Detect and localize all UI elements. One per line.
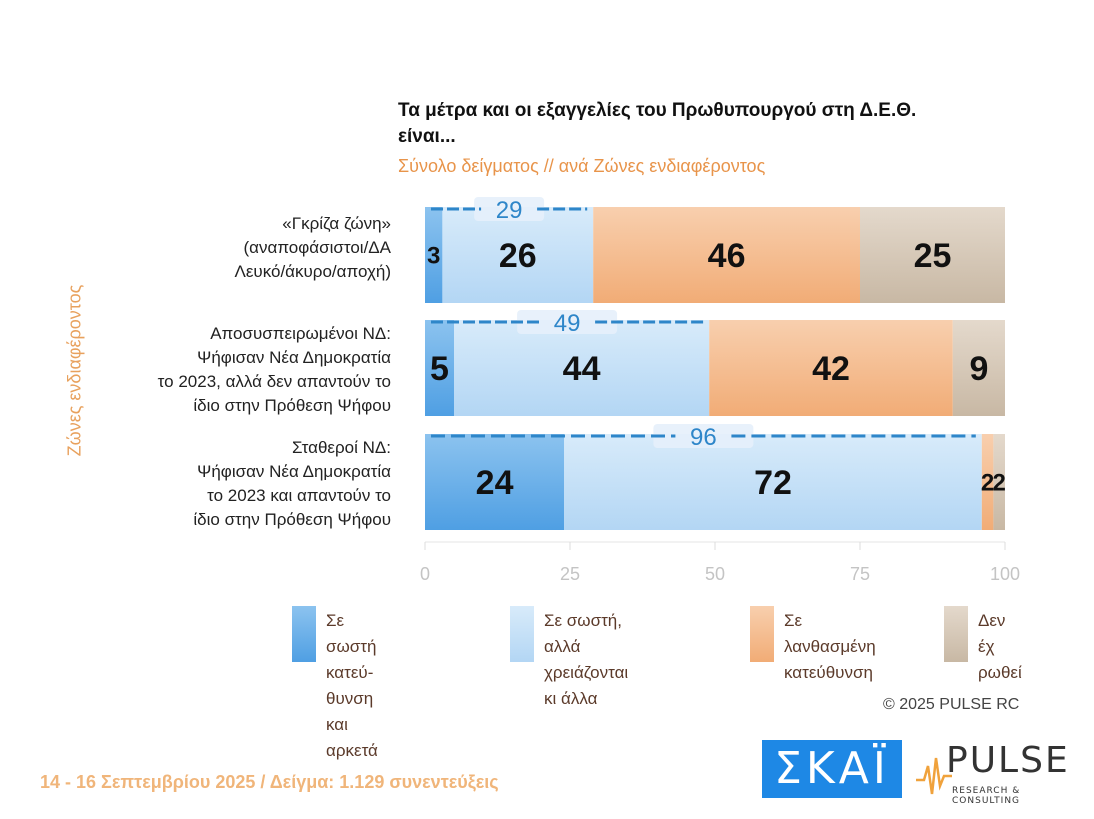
bar-value-label: 72: [754, 464, 792, 502]
category-label-stable-nd: Σταθεροί ΝΔ: Ψήφισαν Νέα Δημοκρατία το 2…: [193, 436, 391, 532]
bar-value-label: 5: [430, 350, 449, 388]
category-label-line: (αναποφάσιστοι/ΔΑ: [243, 238, 392, 257]
bar-value-label: 42: [812, 350, 850, 388]
pulse-logo-word: PULSE: [946, 740, 1070, 781]
sum-label-box: [517, 310, 618, 334]
legend-label: Δεν έχ ρωθεί: [978, 611, 1022, 682]
x-tick-label: 0: [420, 564, 430, 584]
sum-label-box: [653, 424, 754, 448]
x-tick-label: 100: [990, 564, 1020, 584]
category-label-line: Σταθεροί ΝΔ:: [291, 438, 391, 457]
legend-label: Σε σωστή κατεύ- θυνση και αρκετά: [326, 611, 378, 760]
category-label-line: ίδιο στην Πρόθεση Ψήφου: [193, 510, 391, 529]
bar-value-label: 26: [499, 237, 537, 275]
legend: Σε σωστή κατεύ- θυνση και αρκετά Σε σωστ…: [292, 606, 1052, 760]
category-label-line: Ψήφισαν Νέα Δημοκρατία: [197, 348, 391, 367]
bar-segment: [564, 434, 982, 530]
bar-segment: [952, 320, 1005, 416]
legend-swatch: [944, 606, 968, 662]
sum-label: 49: [554, 310, 581, 337]
bar-value-label: 46: [708, 237, 746, 275]
x-tick-label: 75: [850, 564, 870, 584]
category-label-gray-zone: «Γκρίζα ζώνη» (αναποφάσιστοι/ΔΑ Λευκό/άκ…: [234, 212, 391, 284]
legend-swatch: [292, 606, 316, 662]
bar-value-label: 25: [914, 237, 952, 275]
sum-label: 96: [690, 424, 717, 451]
legend-label: Σε λανθασμένη κατεύθυνση: [784, 611, 876, 682]
bar-value-label: 24: [476, 464, 514, 502]
bar-segment: [425, 320, 454, 416]
bar-segment: [593, 207, 860, 303]
bar-segment: [860, 207, 1005, 303]
bar-segment: [425, 434, 565, 530]
bar-value-label: 3: [427, 243, 440, 270]
category-label-line: Ψήφισαν Νέα Δημοκρατία: [197, 462, 391, 481]
x-tick-label: 25: [560, 564, 580, 584]
category-label-line: ίδιο στην Πρόθεση Ψήφου: [193, 396, 391, 415]
sum-label-box: [474, 197, 545, 221]
chart-title: Τα μέτρα και οι εξαγγελίες του Πρωθυπουρ…: [398, 100, 917, 147]
legend-swatch: [510, 606, 534, 662]
category-label-line: «Γκρίζα ζώνη»: [282, 214, 391, 233]
category-label-disaffected-nd: Αποσυσπειρωμένοι ΝΔ: Ψήφισαν Νέα Δημοκρα…: [158, 322, 391, 418]
bar-value-label: 44: [563, 350, 601, 388]
legend-swatch: [750, 606, 774, 662]
bar-value-label: 9: [969, 350, 988, 388]
pulse-logo: PULSE RESEARCH & CONSULTING: [914, 740, 1084, 806]
category-label-line: το 2023 και απαντούν το: [207, 486, 391, 505]
bar-segment: [709, 320, 953, 416]
bar-value-label: 2: [993, 470, 1006, 497]
sum-label: 29: [496, 197, 523, 224]
bar-segment: [425, 207, 443, 303]
pulse-wave-icon: [916, 757, 952, 795]
legend-label: Σε σωστή, αλλά χρειάζονται κι άλλα: [544, 611, 629, 708]
pulse-logo-subtitle: RESEARCH & CONSULTING: [952, 786, 1021, 806]
footer-fieldwork: 14 - 16 Σεπτεμβρίου 2025 / Δείγμα: 1.129…: [40, 772, 499, 792]
category-label-line: Λευκό/άκυρο/αποχή): [234, 262, 391, 281]
bar-value-label: 2: [981, 470, 994, 497]
x-tick-label: 50: [705, 564, 725, 584]
skai-logo: ΣΚΑΪ: [762, 740, 902, 798]
bar-segment: [454, 320, 710, 416]
bar-segment: [981, 434, 994, 530]
chart-subtitle: Σύνολο δείγματος // ανά Ζώνες ενδιαφέρον…: [398, 156, 766, 176]
bar-segment: [442, 207, 594, 303]
category-label-line: Αποσυσπειρωμένοι ΝΔ:: [210, 324, 391, 343]
category-label-line: το 2023, αλλά δεν απαντούν το: [157, 372, 391, 391]
copyright: © 2025 PULSE RC: [883, 696, 1020, 713]
bar-segment: [993, 434, 1005, 530]
